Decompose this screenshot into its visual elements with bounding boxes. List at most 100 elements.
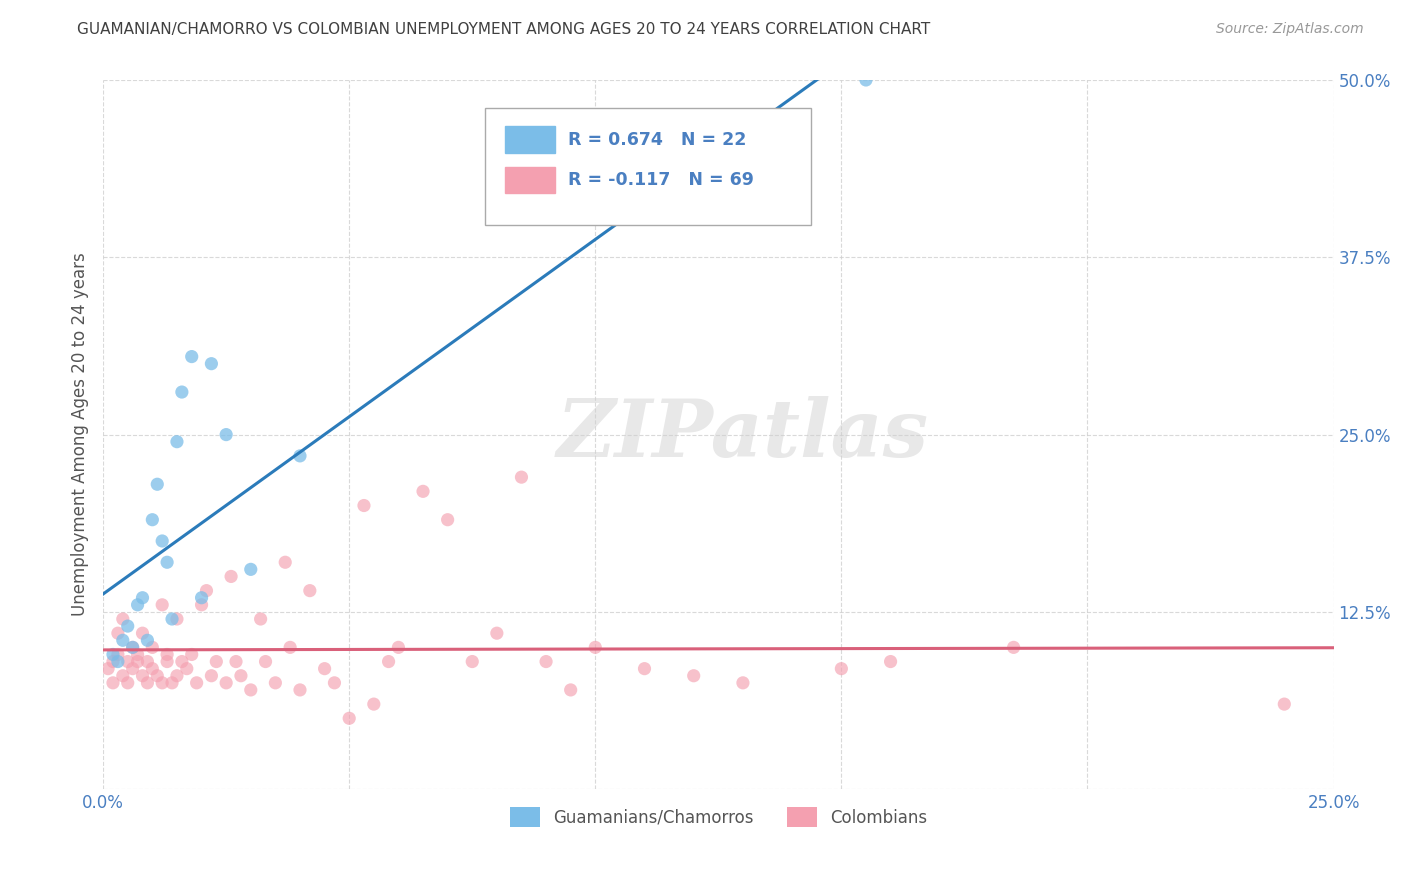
- Point: [274, 555, 297, 569]
- Point: [205, 655, 228, 669]
- Point: [136, 655, 159, 669]
- Text: R = -0.117   N = 69: R = -0.117 N = 69: [568, 171, 754, 189]
- Point: [633, 662, 655, 676]
- Point: [731, 676, 754, 690]
- Text: GUAMANIAN/CHAMORRO VS COLOMBIAN UNEMPLOYMENT AMONG AGES 20 TO 24 YEARS CORRELATI: GUAMANIAN/CHAMORRO VS COLOMBIAN UNEMPLOY…: [77, 22, 931, 37]
- Point: [510, 470, 533, 484]
- Point: [107, 655, 129, 669]
- Point: [249, 612, 271, 626]
- Bar: [506, 126, 555, 153]
- Point: [131, 669, 153, 683]
- Point: [239, 682, 262, 697]
- Point: [121, 640, 143, 655]
- Point: [156, 648, 179, 662]
- Point: [215, 676, 238, 690]
- Point: [412, 484, 434, 499]
- Point: [141, 662, 163, 676]
- Point: [101, 655, 124, 669]
- Point: [97, 662, 120, 676]
- Point: [1272, 697, 1295, 711]
- Point: [107, 648, 129, 662]
- Point: [190, 598, 212, 612]
- Point: [170, 655, 193, 669]
- Point: [150, 598, 173, 612]
- Point: [264, 676, 287, 690]
- Point: [127, 598, 149, 612]
- Point: [121, 662, 143, 676]
- Text: Source: ZipAtlas.com: Source: ZipAtlas.com: [1216, 22, 1364, 37]
- Point: [534, 655, 557, 669]
- Point: [363, 697, 385, 711]
- Point: [127, 648, 149, 662]
- Point: [166, 669, 188, 683]
- Point: [186, 676, 208, 690]
- Point: [215, 427, 238, 442]
- Point: [254, 655, 277, 669]
- Point: [141, 640, 163, 655]
- Point: [288, 682, 311, 697]
- Point: [180, 350, 202, 364]
- Point: [323, 676, 346, 690]
- Point: [387, 640, 409, 655]
- Point: [117, 676, 139, 690]
- Point: [239, 562, 262, 576]
- Point: [136, 676, 159, 690]
- Point: [117, 655, 139, 669]
- Point: [200, 669, 222, 683]
- Point: [436, 513, 458, 527]
- FancyBboxPatch shape: [485, 108, 811, 226]
- Point: [156, 655, 179, 669]
- Point: [150, 676, 173, 690]
- Point: [219, 569, 242, 583]
- Point: [127, 655, 149, 669]
- Point: [136, 633, 159, 648]
- Point: [682, 669, 704, 683]
- Point: [337, 711, 360, 725]
- Point: [298, 583, 321, 598]
- Point: [879, 655, 901, 669]
- Point: [353, 499, 375, 513]
- Point: [111, 612, 134, 626]
- Point: [141, 513, 163, 527]
- Point: [278, 640, 301, 655]
- Point: [166, 612, 188, 626]
- Point: [560, 682, 582, 697]
- Point: [101, 676, 124, 690]
- Point: [121, 640, 143, 655]
- Point: [1002, 640, 1025, 655]
- Point: [229, 669, 252, 683]
- Bar: [506, 167, 555, 194]
- Point: [377, 655, 399, 669]
- Text: R = 0.674   N = 22: R = 0.674 N = 22: [568, 130, 747, 149]
- Point: [150, 533, 173, 548]
- Point: [111, 669, 134, 683]
- Point: [225, 655, 247, 669]
- Text: ZIPatlas: ZIPatlas: [557, 396, 929, 474]
- Point: [166, 434, 188, 449]
- Point: [117, 619, 139, 633]
- Point: [200, 357, 222, 371]
- Point: [146, 477, 169, 491]
- Point: [485, 626, 508, 640]
- Point: [156, 555, 179, 569]
- Point: [101, 648, 124, 662]
- Point: [170, 385, 193, 400]
- Point: [195, 583, 218, 598]
- Point: [146, 669, 169, 683]
- Point: [190, 591, 212, 605]
- Point: [107, 626, 129, 640]
- Point: [583, 640, 606, 655]
- Point: [131, 626, 153, 640]
- Y-axis label: Unemployment Among Ages 20 to 24 years: Unemployment Among Ages 20 to 24 years: [72, 252, 89, 616]
- Point: [160, 612, 183, 626]
- Point: [131, 591, 153, 605]
- Point: [855, 73, 877, 87]
- Point: [314, 662, 336, 676]
- Point: [160, 676, 183, 690]
- Point: [111, 633, 134, 648]
- Point: [288, 449, 311, 463]
- Point: [180, 648, 202, 662]
- Point: [461, 655, 484, 669]
- Legend: Guamanians/Chamorros, Colombians: Guamanians/Chamorros, Colombians: [503, 800, 934, 834]
- Point: [830, 662, 852, 676]
